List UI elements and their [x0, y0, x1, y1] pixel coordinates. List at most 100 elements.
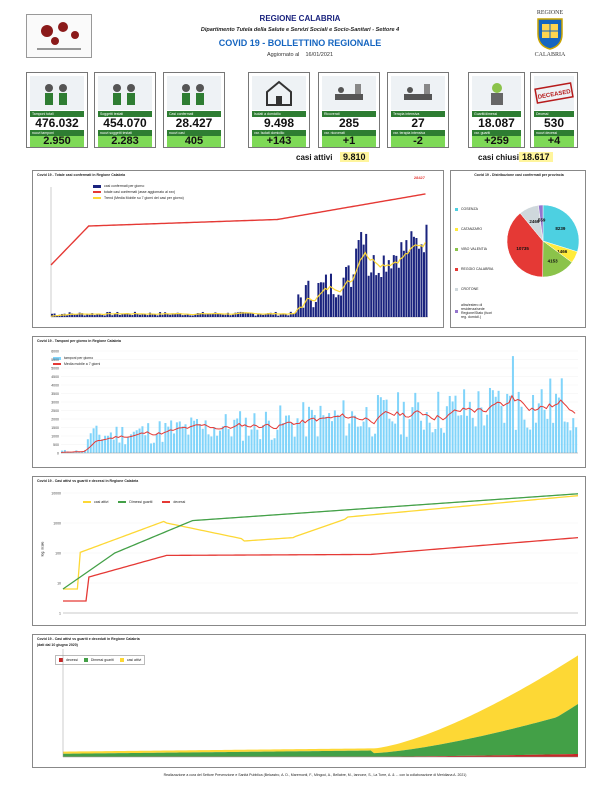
daily-tests-bar	[506, 393, 509, 453]
daily-tests-bar	[98, 434, 101, 453]
daily-cases-bar	[221, 314, 224, 317]
stat-delta: -2	[391, 136, 445, 147]
daily-tests-bar	[279, 405, 282, 453]
daily-cases-bar	[101, 315, 104, 317]
daily-tests-bar	[575, 427, 578, 453]
daily-tests-bar	[161, 441, 164, 453]
daily-tests-bar	[457, 415, 460, 453]
daily-tests-bar	[112, 439, 115, 453]
daily-tests-bar	[181, 426, 184, 453]
daily-tests-bar	[333, 410, 336, 453]
daily-cases-bar	[231, 314, 234, 317]
daily-tests-bar	[371, 436, 374, 453]
daily-cases-bar	[161, 314, 164, 317]
stat-sublabel: var. Isolati domicilio	[252, 130, 306, 136]
daily-tests-bar	[526, 427, 529, 453]
daily-cases-bar	[181, 315, 184, 317]
daily-cases-bar	[267, 313, 270, 317]
daily-tests-bar	[155, 433, 158, 453]
daily-tests-bar	[236, 418, 239, 453]
daily-tests-bar	[109, 432, 112, 453]
daily-tests-bar	[184, 424, 187, 453]
daily-tests-bar	[204, 420, 207, 453]
daily-tests-bar	[365, 407, 368, 453]
footer-credits: Realizzazione a cura del Settore Prevenz…	[163, 773, 467, 777]
stamp-text: DECEASED	[537, 89, 572, 101]
daily-tests-bar	[391, 421, 394, 453]
active-vs-recovered-panel: Covid 19 - Casi attivi vs guariti e dece…	[32, 476, 586, 626]
daily-tests-bar	[414, 392, 417, 453]
daily-cases-bar	[407, 251, 410, 317]
daily-cases-bar	[136, 313, 139, 317]
stat-delta: +259	[472, 136, 521, 147]
daily-tests-bar	[86, 439, 89, 453]
daily-tests-bar	[537, 403, 540, 453]
recovered-line	[62, 493, 579, 590]
daily-tests-bar	[520, 406, 523, 453]
daily-tests-bar	[486, 414, 489, 453]
daily-tests-bar	[282, 423, 285, 453]
pie-value-label: 4153	[548, 258, 559, 263]
tests-chart: 6000550050004500400035003000250020001500…	[51, 350, 578, 456]
daily-cases-bar	[73, 314, 76, 317]
stat-value: 9.498	[252, 117, 306, 130]
y-tick-label: 5000	[51, 367, 59, 371]
daily-tests-bar	[147, 423, 150, 453]
daily-cases-bar	[400, 242, 403, 317]
daily-tests-bar	[555, 393, 558, 453]
daily-cases-bar	[324, 274, 327, 317]
daily-tests-bar	[425, 412, 428, 453]
stat-value: 530	[534, 117, 574, 130]
stat-delta: 2.283	[98, 136, 152, 147]
daily-tests-bar	[460, 415, 463, 453]
daily-cases-bar	[116, 311, 119, 317]
daily-tests-bar	[213, 427, 216, 453]
daily-tests-bar	[411, 407, 414, 453]
coat-of-arms-icon	[537, 18, 563, 50]
daily-tests-bar	[132, 431, 135, 453]
pie-value-label: 2469	[529, 219, 540, 224]
daily-cases-bar	[269, 312, 272, 317]
tests-moving-average-line	[60, 394, 576, 454]
daily-cases-bar	[342, 277, 345, 317]
deceased-line	[63, 536, 579, 602]
daily-tests-bar	[290, 422, 293, 453]
daily-tests-bar	[141, 426, 144, 453]
daily-cases-bar	[347, 265, 350, 317]
daily-tests-bar	[480, 407, 483, 453]
virus-logo	[26, 14, 92, 58]
daily-cases-bar	[88, 314, 91, 317]
daily-tests-bar	[397, 392, 400, 453]
daily-tests-bar	[167, 426, 170, 453]
daily-cases-bar	[121, 314, 124, 317]
daily-cases-bar	[81, 313, 84, 317]
daily-tests-bar	[270, 439, 273, 453]
y-tick-label: 1500	[51, 426, 59, 430]
daily-cases-bar	[234, 312, 237, 317]
daily-cases-bar	[277, 315, 280, 317]
daily-tests-bar	[543, 409, 546, 453]
pie-value-label: 1466	[557, 249, 568, 254]
total-cases-line	[50, 193, 426, 266]
daily-tests-bar	[569, 430, 572, 453]
daily-cases-bar	[201, 311, 204, 317]
pie-slice	[538, 204, 544, 242]
daily-cases-bar	[196, 313, 199, 317]
daily-tests-bar	[488, 387, 491, 453]
daily-tests-bar	[563, 421, 566, 453]
daily-tests-bar	[368, 427, 371, 453]
daily-cases-bar	[128, 314, 131, 317]
daily-tests-bar	[402, 401, 405, 453]
stat-value: 18.087	[472, 117, 521, 130]
stat-box-ricoverati: Ricoverati 285 var. ricoverati +1	[318, 72, 380, 148]
y-tick-label: 3500	[51, 392, 59, 396]
bulletin-title: COVID 19 - BOLLETTINO REGIONALE	[218, 38, 382, 48]
stat-delta: 405	[167, 136, 221, 147]
daily-tests-bar	[198, 424, 201, 453]
daily-cases-bar	[239, 311, 242, 317]
stat-delta: +4	[534, 136, 574, 147]
y-tick-label: 3000	[51, 401, 59, 405]
daily-cases-bar	[355, 248, 358, 317]
daily-tests-bar	[546, 418, 549, 453]
pie-slice	[542, 204, 580, 253]
